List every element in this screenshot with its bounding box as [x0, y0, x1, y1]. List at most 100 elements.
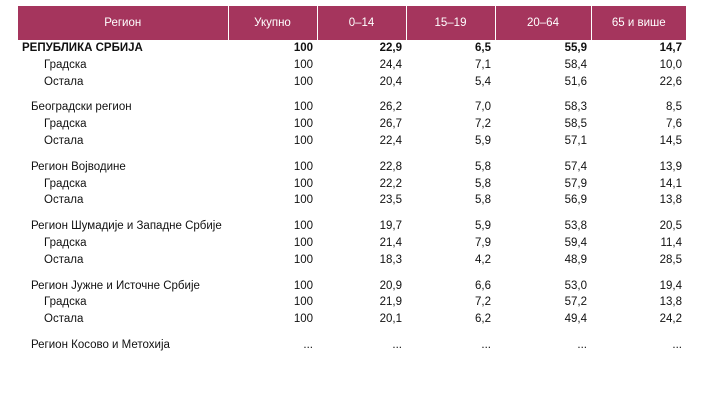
value-cell: 53,8 [564, 220, 587, 233]
value-cell: 26,2 [379, 101, 402, 114]
value-cell: ... [672, 338, 682, 351]
value-cell: 100 [293, 279, 313, 292]
settlement-type-row: Градска 100 24,4 7,1 58,4 10,0 [18, 57, 686, 74]
value-cell: 13,8 [659, 296, 682, 309]
header-age-15-19: 15–19 [406, 6, 496, 40]
settlement-type-row: Градска 100 21,4 7,9 59,4 11,4 [18, 235, 686, 252]
settlement-type-row: Остала 100 22,4 5,9 57,1 14,5 [18, 133, 686, 150]
value-cell: 19,7 [379, 220, 402, 233]
settlement-type-row: Градска 100 21,9 7,2 57,2 13,8 [18, 294, 686, 311]
value-cell: ... [303, 338, 313, 351]
region-row: Регион Јужне и Источне Србије 100 20,9 6,6 5… [18, 278, 686, 295]
value-cell: 23,5 [379, 194, 402, 207]
population-age-table: Регион Укупно 0–14 15–19 20–64 65 и више… [18, 6, 686, 354]
value-cell: 26,7 [379, 118, 402, 131]
settlement-type-name: Градска [44, 296, 87, 309]
value-cell: 100 [293, 118, 313, 131]
settlement-type-row: Остала 100 20,1 6,2 49,4 24,2 [18, 311, 686, 328]
value-cell: 7,2 [475, 118, 491, 131]
spacer-row [18, 90, 686, 99]
region-name: Регион Јужне и Источне Србије [31, 279, 200, 292]
spacer-cell [18, 90, 686, 99]
header-age-20-64: 20–64 [495, 6, 592, 40]
value-cell: 100 [293, 220, 313, 233]
value-cell: 10,0 [659, 58, 682, 71]
country-row: РЕПУБЛИКА СРБИЈА 100 22,9 6,5 55,9 14,7 [18, 40, 686, 57]
value-cell: 20,1 [379, 313, 402, 326]
settlement-type-name: Градска [44, 236, 87, 249]
spacer-cell [18, 209, 686, 218]
value-cell: ... [481, 338, 491, 351]
value-cell: 58,3 [564, 101, 587, 114]
value-cell: 100 [293, 313, 313, 326]
header-age-0-14: 0–14 [317, 6, 407, 40]
region-name: РЕПУБЛИКА СРБИЈА [22, 42, 143, 54]
value-cell: 100 [293, 101, 313, 114]
value-cell: 100 [293, 253, 313, 266]
value-cell: 11,4 [660, 236, 682, 249]
value-cell: 22,8 [379, 160, 402, 173]
header-total: Укупно [228, 6, 318, 40]
value-cell: ... [577, 338, 587, 351]
settlement-type-row: Остала 100 18,3 4,2 48,9 28,5 [18, 252, 686, 269]
spacer-cell [18, 269, 686, 278]
region-row: Регион Косово и Метохија............... [18, 337, 686, 354]
region-name: Београдски регион [31, 101, 132, 114]
value-cell: 100 [293, 42, 313, 54]
value-cell: ... [392, 338, 402, 351]
table-header: Регион Укупно 0–14 15–19 20–64 65 и више [18, 6, 686, 40]
settlement-type-name: Остала [44, 134, 84, 147]
value-cell: 5,8 [475, 194, 491, 207]
region-row: Регион Војводине 100 22,8 5,8 57,4 13,9 [18, 159, 686, 176]
value-cell: 19,4 [659, 279, 682, 292]
value-cell: 22,6 [659, 75, 682, 88]
spacer-row [18, 209, 686, 218]
settlement-type-row: Градска 100 26,7 7,2 58,5 7,6 [18, 116, 686, 133]
value-cell: 22,9 [379, 42, 402, 54]
table-body: РЕПУБЛИКА СРБИЈА 100 22,9 6,5 55,9 14,7 Градск… [18, 40, 686, 354]
value-cell: 5,8 [475, 177, 491, 190]
value-cell: 57,2 [564, 296, 587, 309]
region-name: Регион Косово и Метохија [31, 338, 170, 351]
value-cell: 7,2 [475, 296, 491, 309]
value-cell: 6,6 [475, 279, 491, 292]
value-cell: 7,6 [666, 118, 682, 131]
value-cell: 5,8 [475, 160, 491, 173]
value-cell: 6,2 [475, 313, 491, 326]
spacer-cell [18, 150, 686, 159]
settlement-type-name: Остала [44, 313, 84, 326]
value-cell: 7,0 [475, 101, 491, 114]
value-cell: 21,4 [379, 236, 402, 249]
value-cell: 8,5 [666, 101, 682, 114]
settlement-type-row: Градска 100 22,2 5,8 57,9 14,1 [18, 176, 686, 193]
region-name: Регион Војводине [31, 160, 126, 173]
value-cell: 100 [293, 236, 313, 249]
region-row: Београдски регион 100 26,2 7,0 58,3 8,5 [18, 99, 686, 116]
settlement-type-name: Градска [44, 177, 87, 190]
value-cell: 28,5 [659, 253, 682, 266]
settlement-type-name: Градска [44, 58, 87, 71]
value-cell: 100 [293, 134, 313, 147]
value-cell: 57,1 [564, 134, 587, 147]
spacer-row [18, 269, 686, 278]
value-cell: 24,4 [379, 58, 402, 71]
value-cell: 57,9 [564, 177, 587, 190]
value-cell: 14,1 [659, 177, 682, 190]
value-cell: 5,4 [475, 75, 491, 88]
value-cell: 22,4 [379, 134, 402, 147]
value-cell: 100 [293, 58, 313, 71]
value-cell: 22,2 [379, 177, 402, 190]
spacer-cell [18, 328, 686, 337]
value-cell: 51,6 [564, 75, 587, 88]
value-cell: 59,4 [564, 236, 587, 249]
value-cell: 13,8 [659, 194, 682, 207]
value-cell: 56,9 [564, 194, 587, 207]
value-cell: 18,3 [379, 253, 402, 266]
value-cell: 7,1 [475, 58, 491, 71]
region-row: Регион Шумадије и Западне Србије 100 19,7 5… [18, 218, 686, 235]
value-cell: 58,5 [564, 118, 587, 131]
settlement-type-name: Градска [44, 118, 87, 131]
value-cell: 57,4 [564, 160, 587, 173]
settlement-type-name: Остала [44, 75, 84, 88]
header-region: Регион [18, 6, 229, 40]
